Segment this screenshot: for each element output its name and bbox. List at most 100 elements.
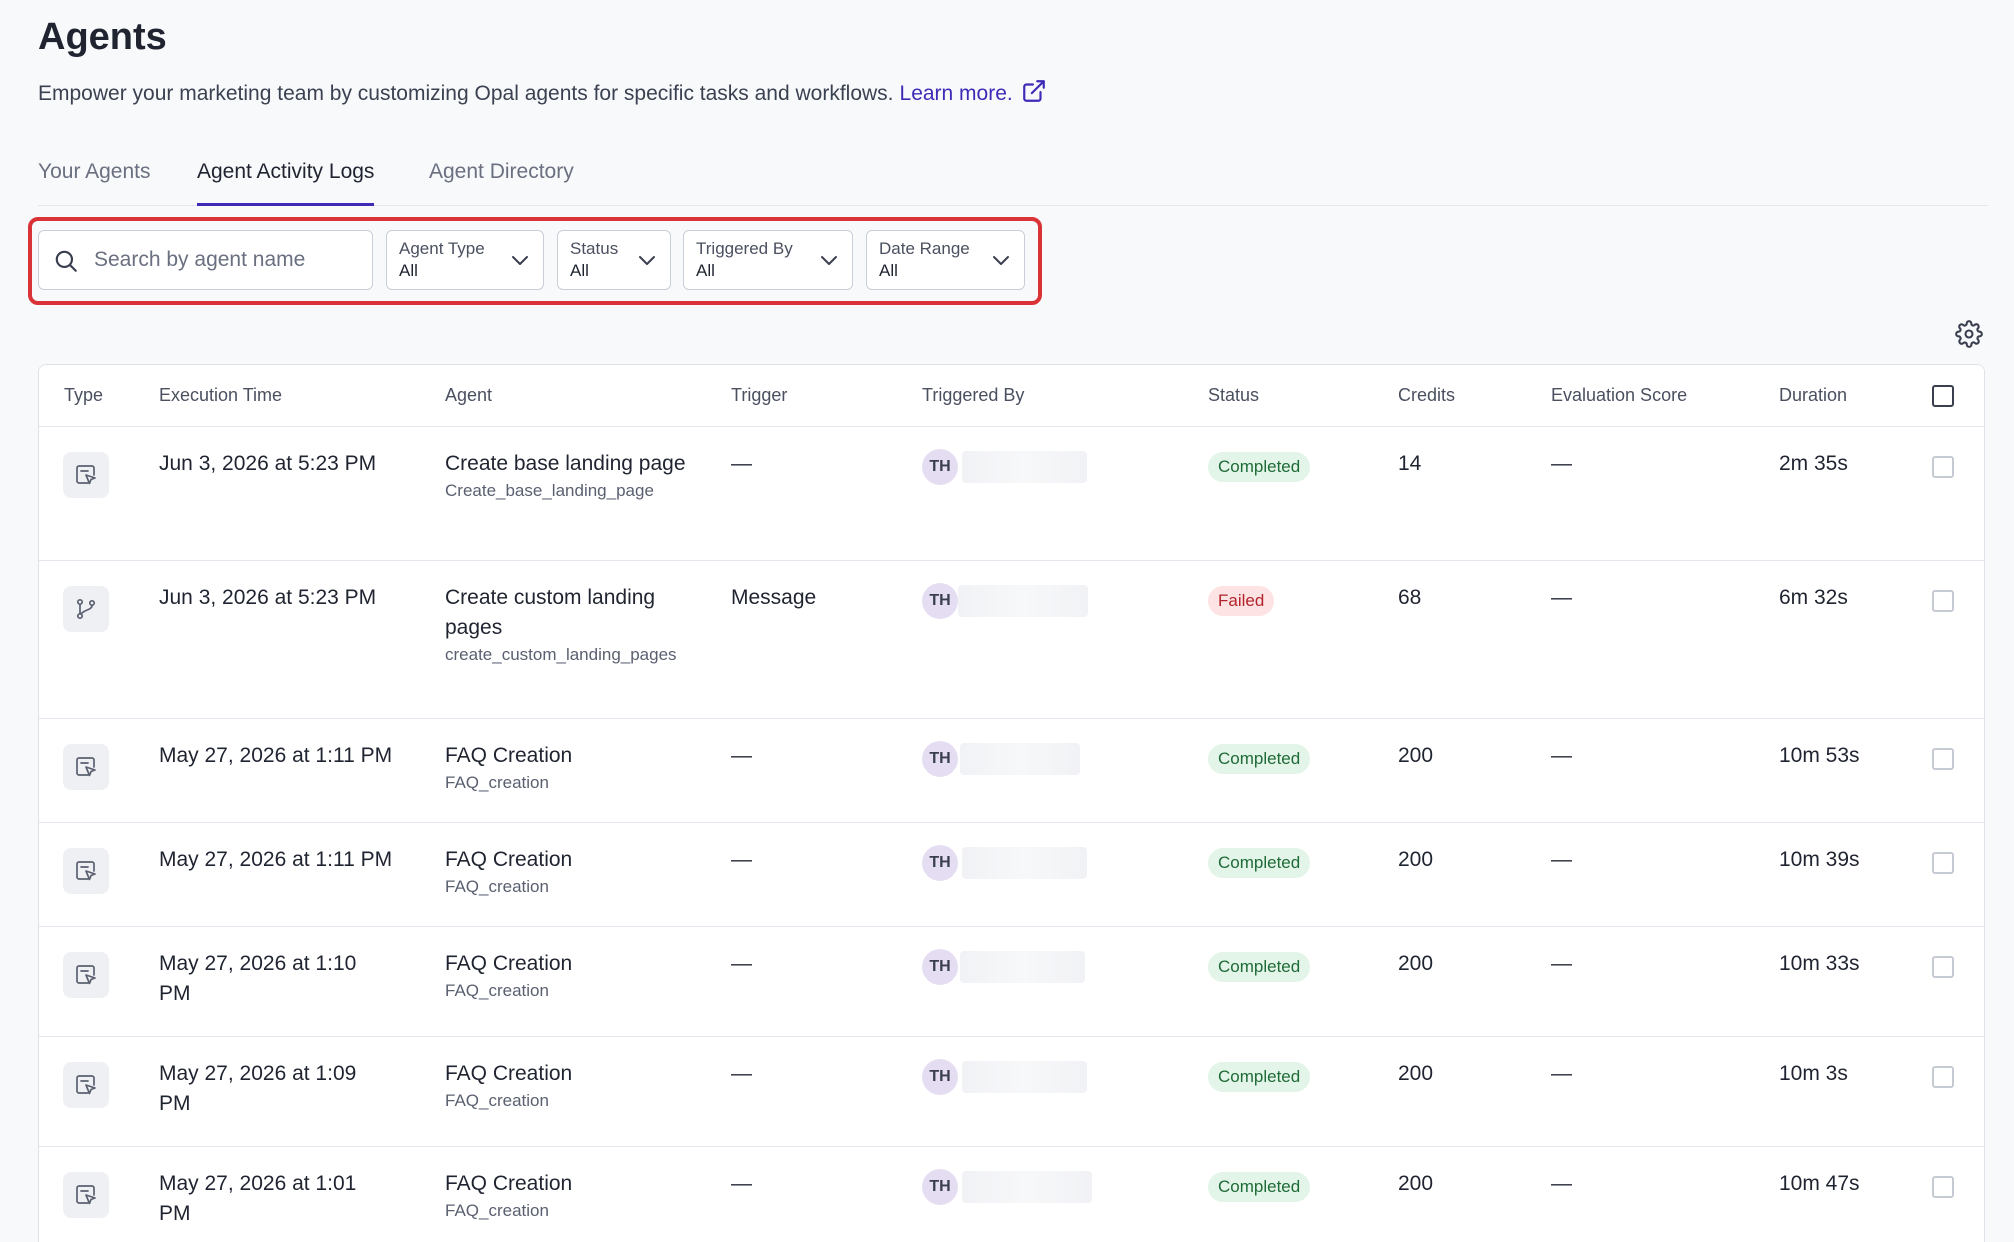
status-badge: Completed	[1208, 952, 1311, 982]
table-row[interactable]: Jun 3, 2026 at 5:23 PM Create base landi…	[39, 427, 1984, 561]
chevron-down-icon	[992, 253, 1010, 271]
agent-cell: Create custom landing pages create_custo…	[445, 583, 690, 667]
page-title: Agents	[38, 16, 167, 58]
column-header-credits[interactable]: Credits	[1398, 385, 1456, 405]
trigger-value: —	[731, 952, 752, 975]
gear-icon[interactable]	[1955, 320, 1983, 353]
trigger-value: Message	[731, 586, 817, 609]
execution-time: May 27, 2026 at 1:10 PM	[159, 952, 357, 1005]
credits-value: 14	[1398, 452, 1422, 475]
avatar: TH	[922, 1169, 958, 1205]
row-checkbox[interactable]	[1932, 456, 1954, 478]
search-box[interactable]	[38, 230, 373, 290]
redacted-name	[962, 451, 1087, 483]
column-header-execution-time[interactable]: Execution Time	[159, 385, 283, 405]
column-header-type[interactable]: Type	[64, 385, 104, 405]
agent-id: FAQ_creation	[445, 773, 549, 792]
credits-value: 200	[1398, 848, 1434, 871]
filters-highlight	[28, 217, 1042, 305]
row-checkbox[interactable]	[1932, 956, 1954, 978]
avatar: TH	[922, 741, 958, 777]
tab-agent-activity-logs[interactable]: Agent Activity Logs	[197, 160, 375, 206]
column-header-triggered-by[interactable]: Triggered By	[922, 385, 1025, 405]
agent-cell: FAQ Creation FAQ_creation	[445, 1059, 690, 1113]
column-header-status[interactable]: Status	[1208, 385, 1260, 405]
learn-more-link[interactable]: Learn more.	[899, 82, 1013, 105]
evaluation-score-value: —	[1551, 586, 1572, 609]
agent-name[interactable]: Create custom landing pages	[445, 586, 656, 639]
status-dropdown[interactable]: Status All	[557, 230, 671, 290]
column-header-evaluation-score[interactable]: Evaluation Score	[1551, 385, 1688, 405]
credits-value: 200	[1398, 1172, 1434, 1195]
row-checkbox[interactable]	[1932, 1066, 1954, 1088]
execution-time: May 27, 2026 at 1:09 PM	[159, 1062, 357, 1115]
status-label: Status	[570, 239, 619, 258]
agent-id: Create_base_landing_page	[445, 481, 654, 500]
row-checkbox[interactable]	[1932, 590, 1954, 612]
evaluation-score-value: —	[1551, 452, 1572, 475]
table-header: Type Execution Time Agent Trigger Trigge…	[39, 365, 1984, 427]
execution-time: Jun 3, 2026 at 5:23 PM	[159, 452, 377, 475]
table-row[interactable]: May 27, 2026 at 1:11 PM FAQ Creation FAQ…	[39, 719, 1984, 823]
tab-agent-directory[interactable]: Agent Directory	[429, 160, 574, 183]
duration-value: 10m 53s	[1779, 744, 1860, 767]
execution-time: Jun 3, 2026 at 5:23 PM	[159, 586, 377, 609]
select-all-checkbox[interactable]	[1932, 385, 1954, 407]
chevron-down-icon	[511, 253, 529, 271]
agent-name[interactable]: FAQ Creation	[445, 848, 573, 871]
status-badge: Completed	[1208, 1062, 1311, 1092]
table-row[interactable]: May 27, 2026 at 1:10 PM FAQ Creation FAQ…	[39, 927, 1984, 1037]
agent-name[interactable]: Create base landing page	[445, 452, 686, 475]
date-range-value: All	[879, 261, 898, 280]
agent-name[interactable]: FAQ Creation	[445, 1172, 573, 1195]
avatar: TH	[922, 845, 958, 881]
table-row[interactable]: Jun 3, 2026 at 5:23 PM Create custom lan…	[39, 561, 1984, 719]
table-row[interactable]: May 27, 2026 at 1:09 PM FAQ Creation FAQ…	[39, 1037, 1984, 1147]
trigger-value: —	[731, 1062, 752, 1085]
status-badge: Completed	[1208, 848, 1311, 878]
triggered-by-label: Triggered By	[696, 239, 793, 258]
redacted-name	[958, 585, 1088, 617]
row-checkbox[interactable]	[1932, 1176, 1954, 1198]
evaluation-score-value: —	[1551, 1062, 1572, 1085]
triggered-by-dropdown[interactable]: Triggered By All	[683, 230, 853, 290]
status-badge: Completed	[1208, 744, 1311, 774]
table-row[interactable]: May 27, 2026 at 1:11 PM FAQ Creation FAQ…	[39, 823, 1984, 927]
row-checkbox[interactable]	[1932, 852, 1954, 874]
agent-name[interactable]: FAQ Creation	[445, 744, 573, 767]
status-badge: Completed	[1208, 452, 1311, 482]
agent-name[interactable]: FAQ Creation	[445, 952, 573, 975]
redacted-name	[962, 847, 1087, 879]
subtitle-text: Empower your marketing team by customizi…	[38, 82, 894, 105]
column-header-trigger[interactable]: Trigger	[731, 385, 788, 405]
redacted-name	[960, 743, 1080, 775]
agent-id: FAQ_creation	[445, 981, 549, 1000]
avatar: TH	[922, 949, 958, 985]
agent-name[interactable]: FAQ Creation	[445, 1062, 573, 1085]
duration-value: 2m 35s	[1779, 452, 1848, 475]
tab-your-agents[interactable]: Your Agents	[38, 160, 151, 183]
table-row[interactable]: May 27, 2026 at 1:01 PM FAQ Creation FAQ…	[39, 1147, 1984, 1242]
status-badge: Completed	[1208, 1172, 1311, 1202]
triggered-by-value: All	[696, 261, 715, 280]
external-link-icon[interactable]	[1021, 78, 1047, 110]
date-range-label: Date Range	[879, 239, 970, 258]
agent-id: FAQ_creation	[445, 877, 549, 896]
row-checkbox[interactable]	[1932, 748, 1954, 770]
date-range-dropdown[interactable]: Date Range All	[866, 230, 1025, 290]
agent-type-dropdown[interactable]: Agent Type All	[386, 230, 544, 290]
search-input[interactable]	[94, 241, 364, 279]
evaluation-score-value: —	[1551, 952, 1572, 975]
specialized-agent-icon	[63, 452, 109, 498]
duration-value: 6m 32s	[1779, 586, 1848, 609]
redacted-name	[962, 1171, 1092, 1203]
duration-value: 10m 47s	[1779, 1172, 1860, 1195]
avatar: TH	[922, 449, 958, 485]
specialized-agent-icon	[63, 1062, 109, 1108]
evaluation-score-value: —	[1551, 848, 1572, 871]
trigger-value: —	[731, 452, 752, 475]
credits-value: 200	[1398, 952, 1434, 975]
column-header-agent[interactable]: Agent	[445, 385, 493, 405]
execution-time: May 27, 2026 at 1:11 PM	[159, 744, 393, 767]
column-header-duration[interactable]: Duration	[1779, 385, 1848, 405]
